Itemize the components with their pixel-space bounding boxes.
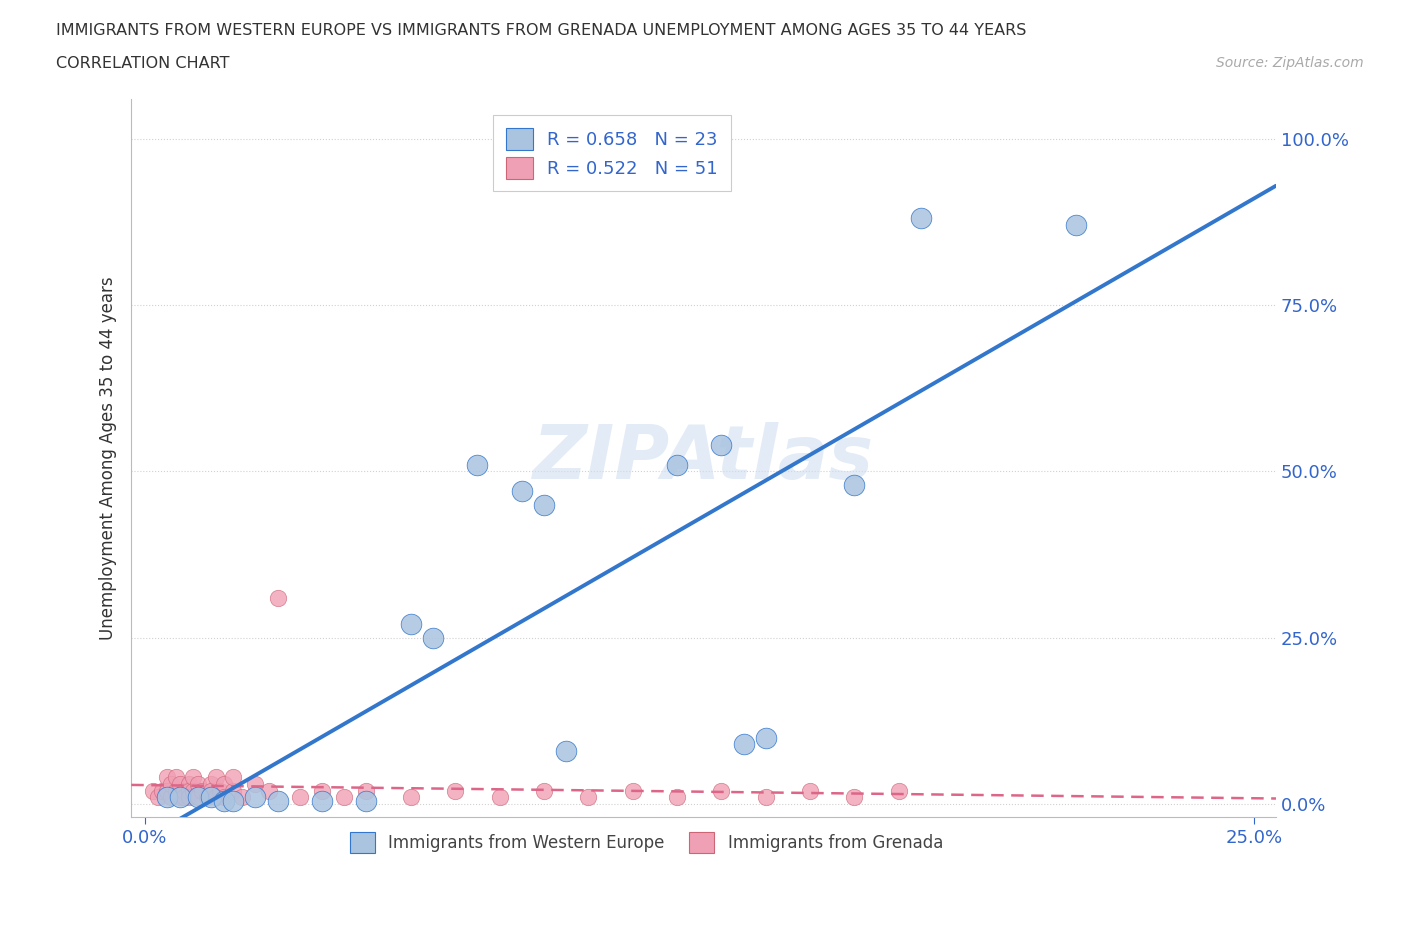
Point xyxy=(165,783,187,798)
Point xyxy=(887,783,910,798)
Point xyxy=(177,790,200,804)
Text: Source: ZipAtlas.com: Source: ZipAtlas.com xyxy=(1216,56,1364,70)
Point xyxy=(231,790,253,804)
Y-axis label: Unemployment Among Ages 35 to 44 years: Unemployment Among Ages 35 to 44 years xyxy=(100,276,117,640)
Point xyxy=(142,783,165,798)
Point xyxy=(177,777,200,791)
Point xyxy=(399,790,422,804)
Point xyxy=(488,790,510,804)
Point xyxy=(510,484,533,498)
Text: CORRELATION CHART: CORRELATION CHART xyxy=(56,56,229,71)
Point xyxy=(200,777,222,791)
Legend: Immigrants from Western Europe, Immigrants from Grenada: Immigrants from Western Europe, Immigran… xyxy=(343,826,949,859)
Point xyxy=(710,437,733,452)
Point xyxy=(288,790,311,804)
Point xyxy=(214,790,236,804)
Point xyxy=(755,730,778,745)
Point xyxy=(183,770,205,785)
Point xyxy=(910,211,932,226)
Point xyxy=(150,783,173,798)
Text: ZIPAtlas: ZIPAtlas xyxy=(533,421,875,495)
Point xyxy=(146,790,169,804)
Point xyxy=(665,790,688,804)
Point xyxy=(1066,218,1088,232)
Point xyxy=(208,783,231,798)
Point xyxy=(755,790,778,804)
Point xyxy=(165,770,187,785)
Point xyxy=(444,783,467,798)
Point xyxy=(311,783,333,798)
Point xyxy=(156,770,179,785)
Point xyxy=(266,793,288,808)
Point xyxy=(844,790,866,804)
Point xyxy=(183,783,205,798)
Point xyxy=(356,783,378,798)
Point xyxy=(311,793,333,808)
Point xyxy=(555,743,578,758)
Point xyxy=(533,783,555,798)
Point xyxy=(187,790,209,804)
Point xyxy=(156,783,179,798)
Point xyxy=(160,777,183,791)
Point xyxy=(422,631,444,645)
Point xyxy=(665,458,688,472)
Point xyxy=(214,793,236,808)
Point xyxy=(214,777,236,791)
Point xyxy=(177,783,200,798)
Point xyxy=(266,591,288,605)
Point xyxy=(533,498,555,512)
Point xyxy=(257,783,280,798)
Point xyxy=(187,777,209,791)
Point xyxy=(710,783,733,798)
Point xyxy=(191,783,214,798)
Point xyxy=(169,777,191,791)
Point xyxy=(356,793,378,808)
Point xyxy=(222,793,245,808)
Point xyxy=(173,790,195,804)
Point xyxy=(465,458,488,472)
Point xyxy=(621,783,644,798)
Point xyxy=(844,477,866,492)
Point xyxy=(187,790,209,804)
Point xyxy=(399,617,422,631)
Point xyxy=(156,790,179,804)
Point xyxy=(222,783,245,798)
Point xyxy=(195,790,218,804)
Point xyxy=(245,777,267,791)
Point xyxy=(799,783,821,798)
Point xyxy=(576,790,599,804)
Point xyxy=(333,790,356,804)
Point xyxy=(204,790,226,804)
Point xyxy=(245,790,267,804)
Point xyxy=(169,790,191,804)
Point xyxy=(169,790,191,804)
Point xyxy=(204,770,226,785)
Point xyxy=(733,737,755,751)
Point xyxy=(222,770,245,785)
Point xyxy=(173,783,195,798)
Point xyxy=(200,790,222,804)
Text: IMMIGRANTS FROM WESTERN EUROPE VS IMMIGRANTS FROM GRENADA UNEMPLOYMENT AMONG AGE: IMMIGRANTS FROM WESTERN EUROPE VS IMMIGR… xyxy=(56,23,1026,38)
Point xyxy=(200,783,222,798)
Point xyxy=(160,790,183,804)
